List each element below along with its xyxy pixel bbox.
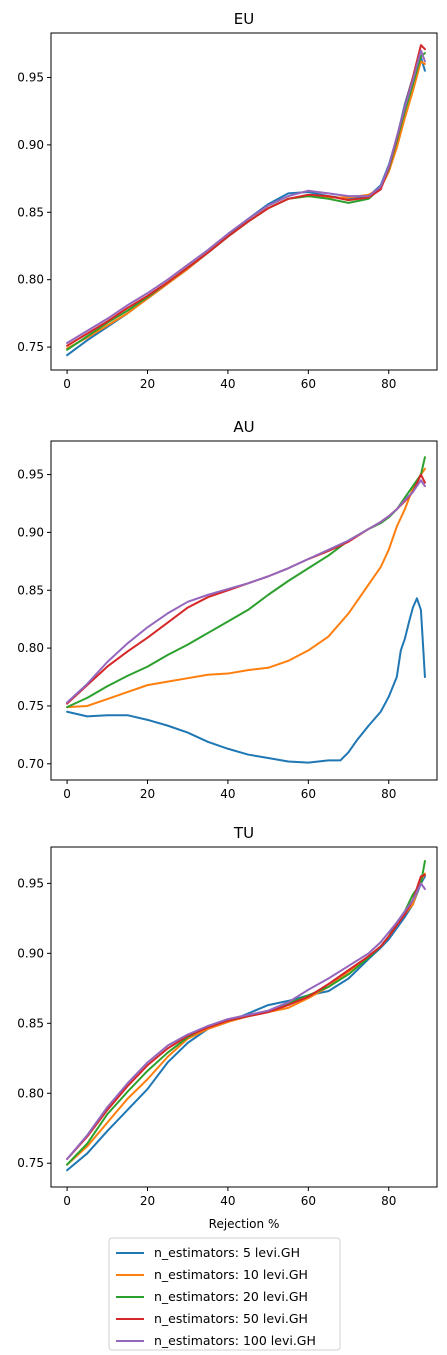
y-tick-label: 0.70 xyxy=(17,757,44,771)
axes-frame xyxy=(50,32,438,371)
x-tick-label: 60 xyxy=(301,377,316,391)
plot-area: 0 20 40 60 80 0.75 0.80 0.85 0.90 0.95 xyxy=(17,846,438,1208)
x-tick-label: 80 xyxy=(381,787,396,801)
y-tick-label: 0.90 xyxy=(17,946,44,960)
y-tick-label: 0.85 xyxy=(17,583,44,597)
x-tick-label: 60 xyxy=(301,1194,316,1208)
plot-area: 0 20 40 60 80 0.75 0.80 0.85 0.90 0.95 xyxy=(17,32,438,391)
x-tick-label: 20 xyxy=(140,787,155,801)
x-tick-label: 20 xyxy=(140,377,155,391)
axes-frame xyxy=(50,440,438,781)
panel-title: EU xyxy=(234,10,254,28)
series-line-n100 xyxy=(66,882,426,1161)
y-tick-label: 0.75 xyxy=(17,1156,44,1170)
axes-frame xyxy=(50,846,438,1188)
panel-title: AU xyxy=(233,418,254,436)
series-group xyxy=(66,859,426,1172)
x-tick-label: 0 xyxy=(63,377,71,391)
panel-title: TU xyxy=(233,824,254,842)
y-tick-label: 0.85 xyxy=(17,205,44,219)
legend-frame xyxy=(108,1237,341,1351)
series-line-n5 xyxy=(66,597,426,764)
x-tick-label: 40 xyxy=(220,1194,235,1208)
y-tick-label: 0.85 xyxy=(17,1016,44,1030)
series-line-n100 xyxy=(66,49,426,345)
y-tick-label: 0.75 xyxy=(17,340,44,354)
series-group xyxy=(66,44,426,357)
x-tick-label: 40 xyxy=(220,787,235,801)
legend-label: n_estimators: 100 levi.GH xyxy=(154,1333,316,1348)
panel-au: AU 0 20 40 60 80 0.70 0.75 0.80 0.85 0.90 0.95 xyxy=(17,418,438,801)
plot-area: 0 20 40 60 80 0.70 0.75 0.80 0.85 0.90 0.95 xyxy=(17,440,438,801)
y-tick-label: 0.75 xyxy=(17,699,44,713)
panel-tu: TU 0 20 40 60 80 0.75 0.80 0.85 0.90 0.95 Rejecti… xyxy=(17,824,438,1231)
x-axis-label: Rejection % xyxy=(209,1217,280,1231)
y-tick-label: 0.80 xyxy=(17,273,44,287)
x-tick-label: 0 xyxy=(63,1194,71,1208)
y-tick-label: 0.95 xyxy=(17,876,44,890)
series-line-n5 xyxy=(66,875,426,1172)
series-line-n100 xyxy=(66,479,426,704)
x-tick-label: 0 xyxy=(63,787,71,801)
series-line-n50 xyxy=(66,873,426,1161)
legend-label: n_estimators: 20 levi.GH xyxy=(154,1289,308,1304)
series-line-n10 xyxy=(66,467,426,709)
legend: n_estimators: 5 levi.GH n_estimators: 10… xyxy=(108,1237,341,1351)
legend-label: n_estimators: 10 levi.GH xyxy=(154,1267,308,1282)
y-tick-label: 0.95 xyxy=(17,70,44,84)
x-tick-label: 60 xyxy=(301,787,316,801)
y-tick-label: 0.80 xyxy=(17,641,44,655)
y-tick-label: 0.90 xyxy=(17,138,44,152)
x-tick-label: 40 xyxy=(220,377,235,391)
legend-label: n_estimators: 5 levi.GH xyxy=(154,1245,300,1260)
y-tick-label: 0.90 xyxy=(17,525,44,539)
series-group xyxy=(66,456,426,764)
y-tick-label: 0.80 xyxy=(17,1086,44,1100)
y-tick-label: 0.95 xyxy=(17,468,44,482)
x-tick-label: 80 xyxy=(381,377,396,391)
x-tick-label: 20 xyxy=(140,1194,155,1208)
panel-eu: EU 0 20 40 60 80 0.75 0.80 0.85 0.90 0.95 xyxy=(17,10,438,391)
legend-label: n_estimators: 50 levi.GH xyxy=(154,1311,308,1326)
x-tick-label: 80 xyxy=(381,1194,396,1208)
